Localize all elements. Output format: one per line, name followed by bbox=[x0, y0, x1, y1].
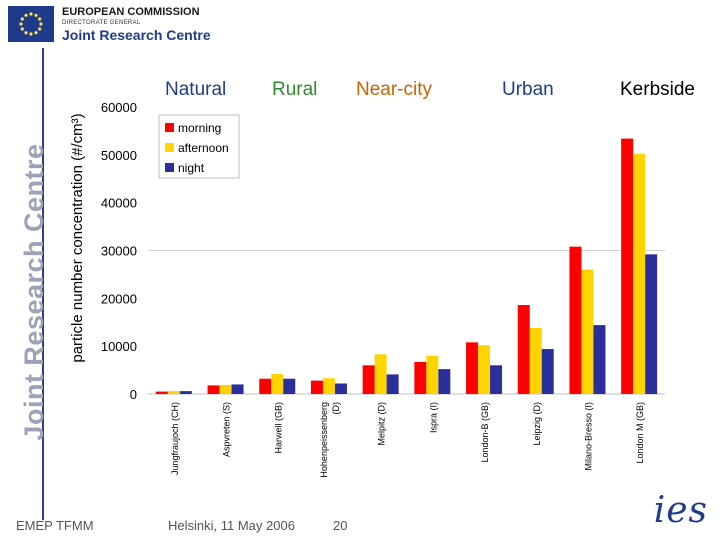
legend-label-morning: morning bbox=[178, 121, 221, 135]
eu-stars-icon bbox=[19, 12, 43, 36]
bar-morning bbox=[155, 391, 168, 394]
bar-morning bbox=[517, 305, 530, 394]
bar-morning bbox=[621, 138, 634, 394]
bar-afternoon bbox=[219, 384, 232, 394]
eu-flag-logo bbox=[8, 6, 54, 42]
bar-night bbox=[386, 374, 399, 394]
x-tick-label: Milano-Bresso (I) bbox=[583, 402, 593, 471]
x-tick-label: (D) bbox=[331, 402, 341, 415]
bar-afternoon bbox=[581, 269, 594, 394]
bar-night bbox=[283, 378, 296, 394]
y-tick-label: 50000 bbox=[101, 148, 137, 163]
org-name: EUROPEAN COMMISSION bbox=[62, 6, 200, 18]
y-tick-label: 20000 bbox=[101, 291, 137, 306]
bar-night bbox=[231, 384, 244, 394]
x-tick-label: Ispra (I) bbox=[428, 402, 438, 433]
legend-swatch-night bbox=[165, 163, 174, 172]
bar-morning bbox=[569, 246, 582, 394]
bar-afternoon bbox=[322, 378, 335, 394]
footer-event: EMEP TFMM bbox=[16, 518, 94, 533]
bar-afternoon bbox=[426, 355, 439, 394]
bar-morning bbox=[414, 361, 427, 394]
y-tick-label: 30000 bbox=[101, 244, 137, 259]
bar-afternoon bbox=[633, 153, 646, 394]
legend-swatch-afternoon bbox=[165, 143, 174, 152]
category-natural: Natural bbox=[165, 79, 227, 100]
x-tick-label: Aspvreten (S) bbox=[222, 402, 232, 457]
legend-swatch-morning bbox=[165, 123, 174, 132]
bar-night bbox=[593, 325, 606, 394]
legend-label-afternoon: afternoon bbox=[178, 141, 229, 155]
bar-afternoon bbox=[529, 327, 542, 394]
y-tick-label: 10000 bbox=[101, 339, 137, 354]
category-near-city: Near-city bbox=[356, 79, 433, 100]
side-divider bbox=[42, 48, 44, 520]
bar-night bbox=[438, 369, 451, 394]
bar-night bbox=[490, 365, 503, 394]
page-number: 20 bbox=[333, 518, 348, 533]
bar-morning bbox=[259, 378, 272, 394]
bar-night bbox=[645, 254, 658, 394]
org-directorate: DIRECTORATE GENERAL bbox=[62, 20, 141, 26]
x-tick-label: Hohenpeissenberg bbox=[319, 402, 329, 478]
y-tick-label: 40000 bbox=[101, 196, 137, 211]
bar-night bbox=[541, 349, 554, 394]
ies-logo: ies bbox=[653, 490, 708, 531]
x-tick-label: London-B (GB) bbox=[480, 402, 490, 463]
x-tick-label: Harwell (GB) bbox=[273, 402, 283, 454]
bar-morning bbox=[310, 380, 323, 394]
bar-night bbox=[334, 383, 347, 394]
bar-morning bbox=[362, 365, 375, 394]
x-tick-label: Leipzig (D) bbox=[532, 402, 542, 446]
x-tick-label: Jungfraujoch (CH) bbox=[170, 402, 180, 475]
bar-afternoon bbox=[374, 354, 387, 394]
y-tick-label: 0 bbox=[130, 387, 137, 402]
category-kerbside: Kerbside bbox=[620, 79, 695, 100]
category-urban: Urban bbox=[502, 79, 554, 100]
x-tick-label: Melpitz (D) bbox=[377, 402, 387, 446]
legend-label-night: night bbox=[178, 161, 205, 175]
bar-night bbox=[179, 391, 192, 394]
category-rural: Rural bbox=[272, 79, 318, 100]
bar-morning bbox=[466, 342, 479, 394]
bar-morning bbox=[207, 385, 220, 394]
footer-date: Helsinki, 11 May 2006 bbox=[168, 518, 295, 533]
org-centre: Joint Research Centre bbox=[62, 27, 211, 43]
y-tick-label: 60000 bbox=[101, 100, 137, 115]
bar-afternoon bbox=[167, 391, 180, 394]
bar-afternoon bbox=[271, 373, 284, 394]
x-tick-label: London M (GB) bbox=[635, 402, 645, 464]
bar-afternoon bbox=[478, 345, 491, 394]
